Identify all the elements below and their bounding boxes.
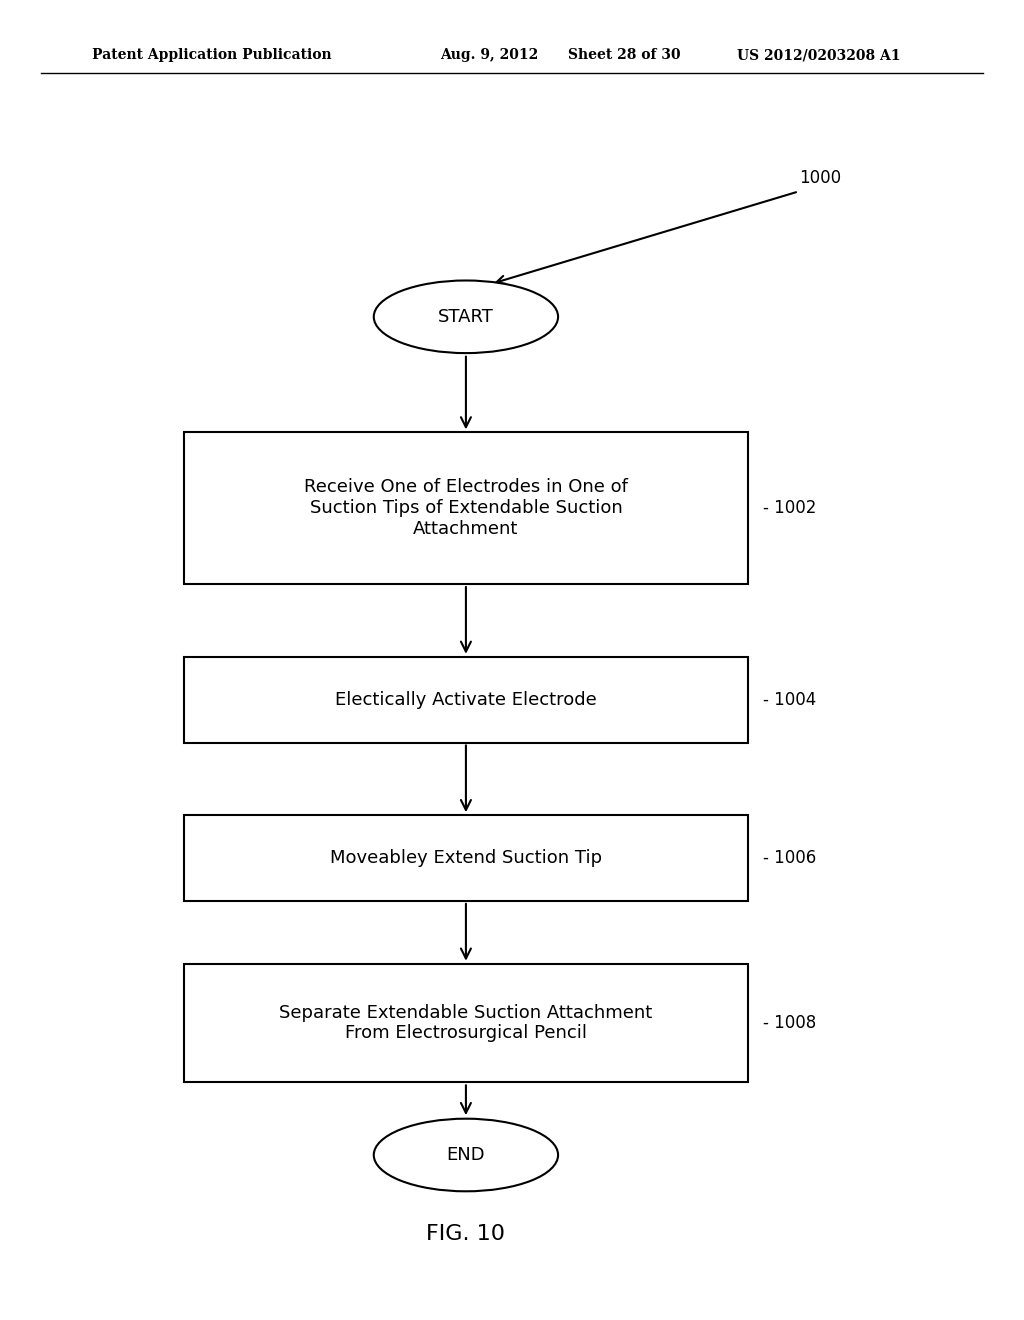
FancyBboxPatch shape: [184, 814, 748, 900]
Text: - 1006: - 1006: [763, 849, 816, 867]
FancyBboxPatch shape: [184, 657, 748, 742]
FancyBboxPatch shape: [184, 964, 748, 1082]
Ellipse shape: [374, 1119, 558, 1191]
Text: END: END: [446, 1146, 485, 1164]
FancyBboxPatch shape: [184, 433, 748, 583]
Text: Sheet 28 of 30: Sheet 28 of 30: [568, 49, 681, 62]
Text: - 1004: - 1004: [763, 690, 816, 709]
Text: Aug. 9, 2012: Aug. 9, 2012: [440, 49, 539, 62]
Text: US 2012/0203208 A1: US 2012/0203208 A1: [737, 49, 901, 62]
Text: - 1008: - 1008: [763, 1014, 816, 1032]
Text: - 1002: - 1002: [763, 499, 816, 517]
Text: FIG. 10: FIG. 10: [426, 1224, 506, 1245]
Text: 1000: 1000: [799, 169, 841, 187]
Text: Receive One of Electrodes in One of
Suction Tips of Extendable Suction
Attachmen: Receive One of Electrodes in One of Suct…: [304, 478, 628, 539]
Text: Patent Application Publication: Patent Application Publication: [92, 49, 332, 62]
Text: Moveabley Extend Suction Tip: Moveabley Extend Suction Tip: [330, 849, 602, 867]
Text: Electically Activate Electrode: Electically Activate Electrode: [335, 690, 597, 709]
Ellipse shape: [374, 281, 558, 352]
Text: Separate Extendable Suction Attachment
From Electrosurgical Pencil: Separate Extendable Suction Attachment F…: [280, 1003, 652, 1043]
Text: START: START: [438, 308, 494, 326]
